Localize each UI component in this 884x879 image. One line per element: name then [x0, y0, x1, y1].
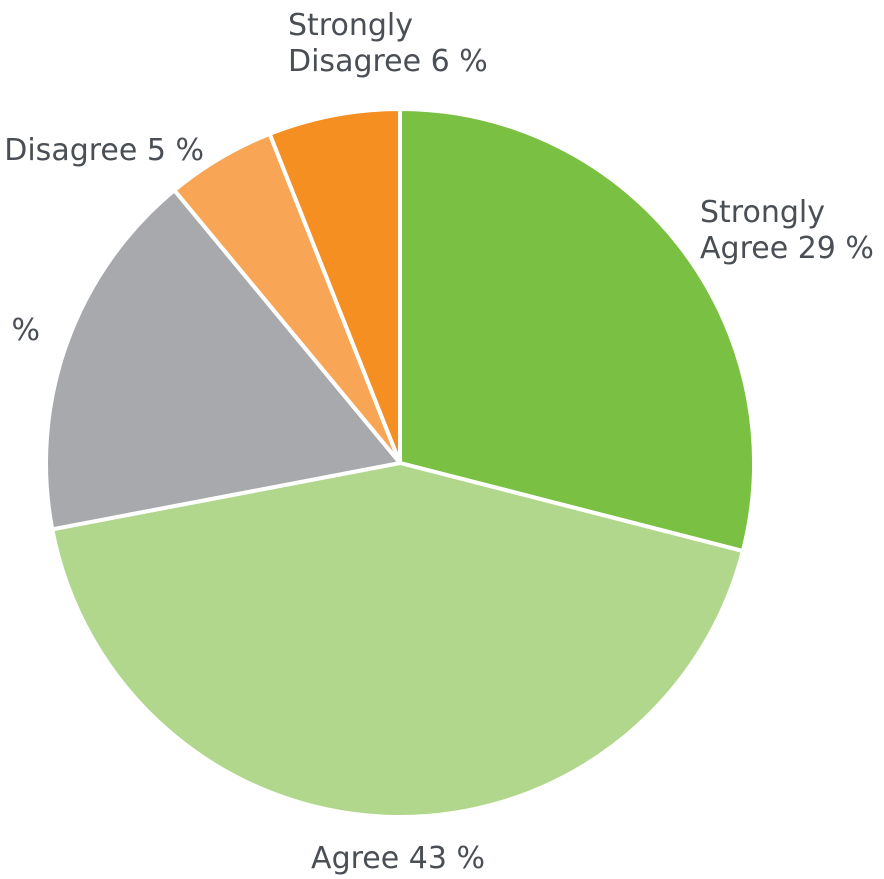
pie-slice-1 — [398, 107, 756, 554]
pie-slice-label-line: Strongly — [288, 8, 413, 43]
pie-slice-label-line: Disagree 5 % — [4, 133, 204, 168]
pie-slice-2 — [50, 461, 745, 819]
pie-slice-label-line: Neutral 17 % — [0, 313, 40, 348]
pie-slice-label-5: Strongly Disagree 6 % — [288, 8, 488, 79]
pie-slice-label-line: Disagree 6 % — [288, 44, 488, 79]
pie-slice-label-2: Agree 43 % — [311, 841, 485, 876]
pie-slice-label-3: Neutral 17 % — [0, 313, 40, 348]
pie-slice-3 — [44, 188, 402, 532]
pie-slice-label-1: Strongly Agree 29 % — [700, 195, 874, 266]
pie-slice-label-line: Strongly — [700, 195, 825, 230]
pie-slices — [44, 107, 756, 819]
pie-slice-label-line: Agree 29 % — [700, 231, 874, 266]
pie-slice-label-line: Agree 43 % — [311, 841, 485, 876]
pie-slice-5 — [267, 107, 402, 465]
pie-slice-label-4: Disagree 5 % — [4, 133, 204, 168]
